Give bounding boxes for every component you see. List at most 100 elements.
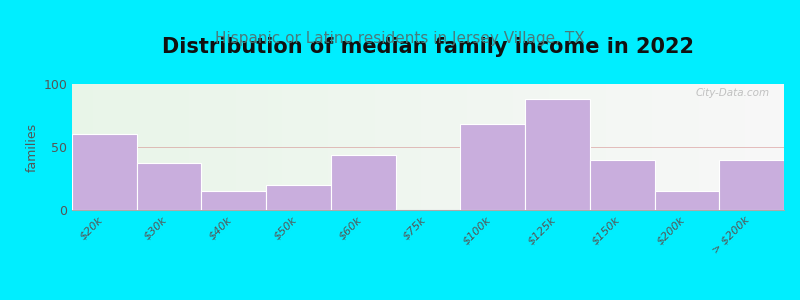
Bar [399, 84, 404, 210]
Bar [271, 84, 276, 210]
Bar [382, 84, 386, 210]
Bar [538, 84, 542, 210]
Bar [346, 84, 350, 210]
Bar [168, 84, 172, 210]
Bar [193, 84, 198, 210]
Bar [374, 84, 379, 210]
Bar [610, 84, 614, 210]
Bar [146, 84, 151, 210]
Bar [243, 84, 247, 210]
Bar [742, 84, 746, 210]
Bar [781, 84, 785, 210]
Bar [570, 84, 574, 210]
Bar [158, 84, 162, 210]
Bar [94, 84, 98, 210]
Bar [140, 84, 144, 210]
Bar [457, 84, 461, 210]
Bar [307, 84, 311, 210]
Bar [549, 84, 554, 210]
Bar [634, 84, 638, 210]
Bar [354, 84, 358, 210]
Bar [485, 84, 490, 210]
Bar [72, 84, 76, 210]
Bar [482, 84, 486, 210]
Bar [114, 84, 119, 210]
Bar [225, 84, 230, 210]
Bar [418, 84, 422, 210]
Bar [499, 84, 503, 210]
Bar [72, 134, 137, 210]
Bar [339, 84, 343, 210]
Bar [97, 84, 101, 210]
Bar [752, 84, 756, 210]
Bar [770, 84, 774, 210]
Bar [645, 84, 650, 210]
Bar [75, 84, 80, 210]
Bar [318, 84, 322, 210]
Bar [129, 84, 134, 210]
Bar [143, 84, 147, 210]
Bar [331, 154, 396, 210]
Bar [150, 84, 154, 210]
Bar [534, 84, 539, 210]
Bar [478, 84, 482, 210]
Bar [453, 84, 457, 210]
Bar [467, 84, 471, 210]
Bar [745, 84, 749, 210]
Bar [435, 84, 439, 210]
Bar [546, 84, 550, 210]
Bar [695, 84, 699, 210]
Bar [104, 84, 108, 210]
Bar [107, 84, 112, 210]
Bar [122, 84, 126, 210]
Bar [268, 84, 272, 210]
Bar [514, 84, 518, 210]
Bar [186, 84, 190, 210]
Bar [111, 84, 115, 210]
Bar [716, 84, 721, 210]
Bar [524, 84, 528, 210]
Bar [257, 84, 262, 210]
Bar [585, 84, 589, 210]
Bar [489, 84, 493, 210]
Bar [360, 84, 365, 210]
Bar [659, 84, 664, 210]
Bar [357, 84, 361, 210]
Bar [688, 84, 692, 210]
Bar [229, 84, 233, 210]
Bar [289, 84, 294, 210]
Bar [250, 84, 254, 210]
Bar [749, 84, 753, 210]
Bar [719, 160, 784, 210]
Bar [154, 84, 158, 210]
Bar [777, 84, 781, 210]
Bar [246, 84, 250, 210]
Bar [713, 84, 717, 210]
Bar [706, 84, 710, 210]
Bar [442, 84, 446, 210]
Bar [642, 84, 646, 210]
Bar [342, 84, 347, 210]
Bar [118, 84, 122, 210]
Bar [90, 84, 94, 210]
Bar [450, 84, 454, 210]
Bar [335, 84, 340, 210]
Bar [236, 84, 240, 210]
Bar [631, 84, 635, 210]
Bar [421, 84, 425, 210]
Bar [766, 84, 770, 210]
Bar [525, 99, 590, 210]
Bar [197, 84, 201, 210]
Bar [202, 191, 266, 210]
Bar [200, 84, 205, 210]
Bar [254, 84, 258, 210]
Bar [328, 84, 333, 210]
Bar [425, 84, 429, 210]
Bar [517, 84, 522, 210]
Bar [727, 84, 731, 210]
Bar [378, 84, 382, 210]
Bar [738, 84, 742, 210]
Bar [264, 84, 269, 210]
Bar [367, 84, 372, 210]
Bar [698, 84, 703, 210]
